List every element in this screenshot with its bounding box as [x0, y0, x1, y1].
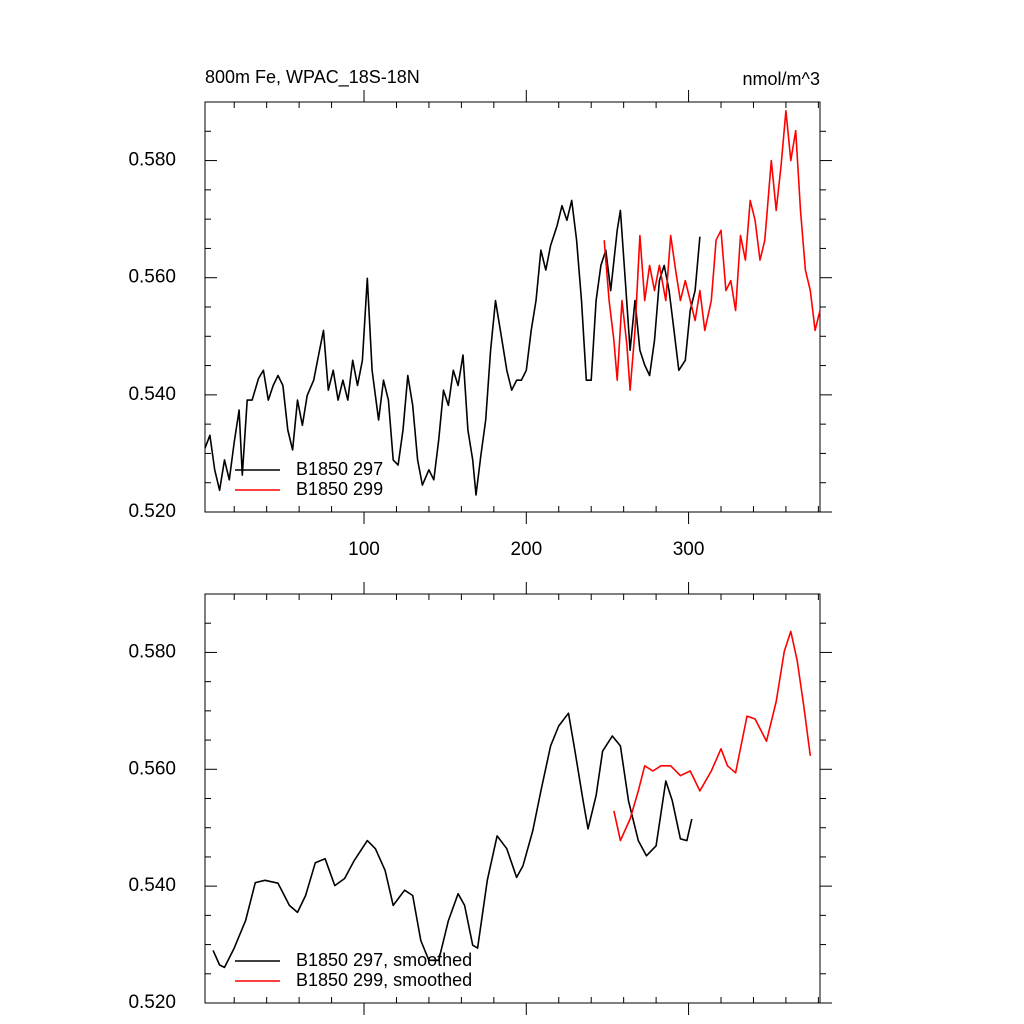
y-tick-label: 0.580: [128, 641, 176, 662]
data-line: [212, 712, 693, 969]
legend-label: B1850 299, smoothed: [296, 970, 472, 990]
data-line: [603, 110, 821, 391]
chart-title: 800m Fe, WPAC_18S-18N: [205, 67, 420, 88]
x-tick-label: 200: [510, 539, 542, 560]
units-label: nmol/m^3: [743, 69, 820, 89]
x-tick-label: 300: [673, 539, 705, 560]
y-tick-label: 0.520: [128, 501, 176, 522]
legend-label: B1850 297: [296, 459, 383, 479]
x-tick-label: 100: [348, 539, 380, 560]
y-tick-label: 0.520: [128, 992, 176, 1013]
data-line: [613, 630, 812, 842]
y-tick-label: 0.540: [128, 384, 176, 405]
y-tick-label: 0.560: [128, 758, 176, 779]
data-line: [204, 199, 701, 496]
legend-label: B1850 297, smoothed: [296, 950, 472, 970]
plot-frame: [204, 101, 821, 513]
plot-frame: [204, 593, 821, 1004]
legend-label: B1850 299: [296, 479, 383, 499]
y-tick-label: 0.540: [128, 875, 176, 896]
y-tick-label: 0.580: [128, 150, 176, 171]
y-tick-label: 0.560: [128, 267, 176, 288]
